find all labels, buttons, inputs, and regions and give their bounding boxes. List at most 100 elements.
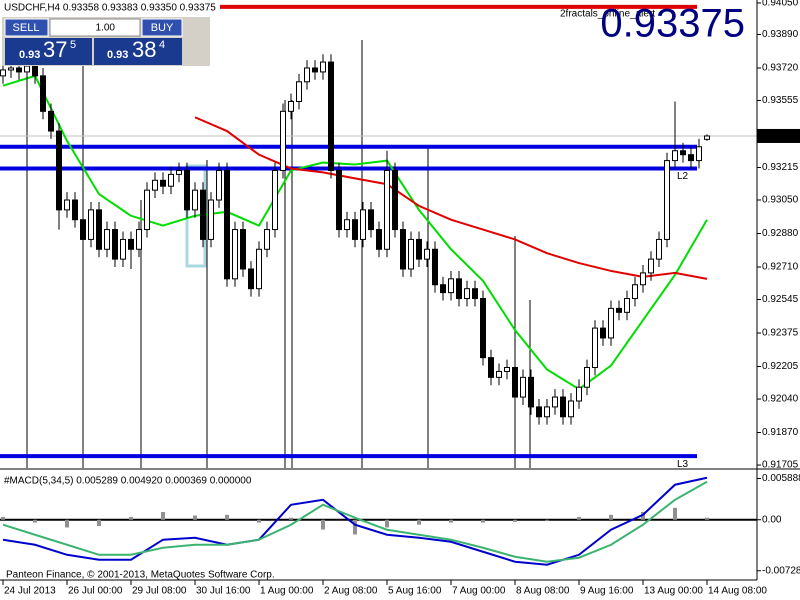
histogram-bar	[577, 516, 581, 520]
candle-body	[168, 173, 174, 187]
candle-body	[480, 298, 486, 359]
candle-body	[608, 307, 614, 339]
candle-body	[304, 67, 310, 83]
candle-body	[144, 189, 150, 231]
x-tick-label: 14 Aug 08:00	[708, 586, 767, 597]
candle-body	[112, 229, 118, 260]
y-tick-label: 0.93050	[762, 195, 799, 206]
x-tick-label: 7 Aug 00:00	[452, 586, 506, 597]
candle-body	[104, 229, 110, 250]
candle-body	[568, 400, 574, 418]
histogram-bar	[353, 519, 357, 535]
candle-body	[544, 406, 550, 418]
candle-body	[392, 169, 398, 231]
candle-body	[352, 219, 358, 240]
y-tick-label: 0.93890	[762, 29, 799, 40]
lot-input[interactable]	[49, 18, 141, 37]
histogram-bar	[513, 519, 517, 522]
histogram-bar	[193, 515, 197, 520]
bid-pips: 37	[43, 37, 67, 62]
histogram-bar	[609, 514, 613, 520]
histogram-bar	[65, 519, 69, 528]
trade-panel: SELL 1.00 BUY 0.93 37 5 0.93 38 4	[2, 17, 210, 66]
histogram-bar	[705, 517, 709, 520]
histogram-bar	[257, 519, 261, 523]
candle-body	[536, 406, 542, 418]
histogram-bar	[33, 519, 37, 523]
histogram-bar	[385, 519, 389, 528]
candle-body	[16, 67, 22, 73]
y-tick-label: 0.93215	[762, 162, 799, 173]
histogram-bar	[545, 519, 549, 521]
chart-title: USDCHF,H4 0.93358 0.93383 0.93350 0.9337…	[4, 3, 216, 14]
candle-body	[400, 229, 406, 270]
candle-body	[80, 219, 86, 240]
candle-body	[72, 199, 78, 221]
y-tick-label: 0.00	[762, 514, 782, 525]
candle-body	[8, 67, 14, 71]
candle-body	[448, 278, 454, 294]
histogram-bar	[673, 507, 677, 520]
macd-line	[2, 476, 708, 566]
candle-body	[160, 179, 166, 187]
y-tick-label: 0.93555	[762, 95, 799, 106]
bid-box[interactable]: 0.93 37 5	[5, 37, 92, 65]
candle-body	[48, 110, 54, 132]
buy-label[interactable]: BUY	[151, 22, 174, 34]
candle-body	[528, 376, 534, 408]
bid-bg	[5, 38, 92, 65]
candle-body	[224, 169, 230, 280]
candle-body	[288, 100, 294, 112]
candle-body	[184, 169, 190, 211]
y-tick-label: 0.92710	[762, 262, 799, 273]
sell-label[interactable]: SELL	[13, 22, 40, 34]
candle-body	[56, 130, 62, 211]
candle-body	[200, 189, 206, 240]
candle-body	[512, 367, 518, 398]
candle-body	[408, 238, 414, 270]
y-tick-label: 0.91870	[762, 427, 799, 438]
ask-bg	[94, 38, 182, 65]
ask-frac: 4	[159, 39, 165, 51]
candle-body	[328, 61, 334, 171]
candle-body	[688, 154, 694, 162]
candle-body	[704, 135, 710, 140]
lot-value[interactable]: 1.00	[96, 23, 116, 34]
ask-pips: 38	[132, 37, 156, 62]
sell-button-bg	[4, 18, 49, 37]
candle-body	[432, 248, 438, 286]
histogram-bar	[641, 512, 645, 520]
candle-body	[256, 248, 262, 290]
candle-body	[648, 258, 654, 274]
x-tick-label: 5 Aug 16:00	[388, 586, 442, 597]
candle-body	[232, 229, 238, 280]
candle-body	[576, 386, 582, 402]
histogram-bar	[289, 517, 293, 520]
candle-body	[176, 169, 182, 175]
candle-body	[208, 199, 214, 240]
x-tick-label: 8 Aug 08:00	[516, 586, 570, 597]
candle-body	[552, 396, 558, 408]
y-tick-label: 0.93720	[762, 63, 799, 74]
candle-body	[376, 229, 382, 250]
histogram-bar	[449, 519, 453, 523]
y-tick-label: 0.92040	[762, 394, 799, 405]
last-price-box	[757, 128, 800, 143]
candle-body	[24, 65, 30, 73]
big-price: 0.93375	[600, 2, 745, 46]
buy-button[interactable]: BUY	[141, 18, 183, 37]
candle-body	[600, 327, 606, 339]
candle-body	[656, 238, 662, 260]
y-tick-label: 0.92375	[762, 328, 799, 339]
sell-button[interactable]: SELL	[4, 18, 49, 37]
candle-body	[264, 229, 270, 250]
candle-body	[592, 327, 598, 369]
candle-body	[416, 238, 422, 260]
candle-body	[192, 189, 198, 211]
candle-body	[664, 160, 670, 240]
x-tick-label: 24 Jul 2013	[4, 586, 56, 597]
histogram-bar	[417, 519, 421, 525]
candle-body	[240, 229, 246, 270]
ask-box[interactable]: 0.93 38 4	[94, 37, 182, 65]
